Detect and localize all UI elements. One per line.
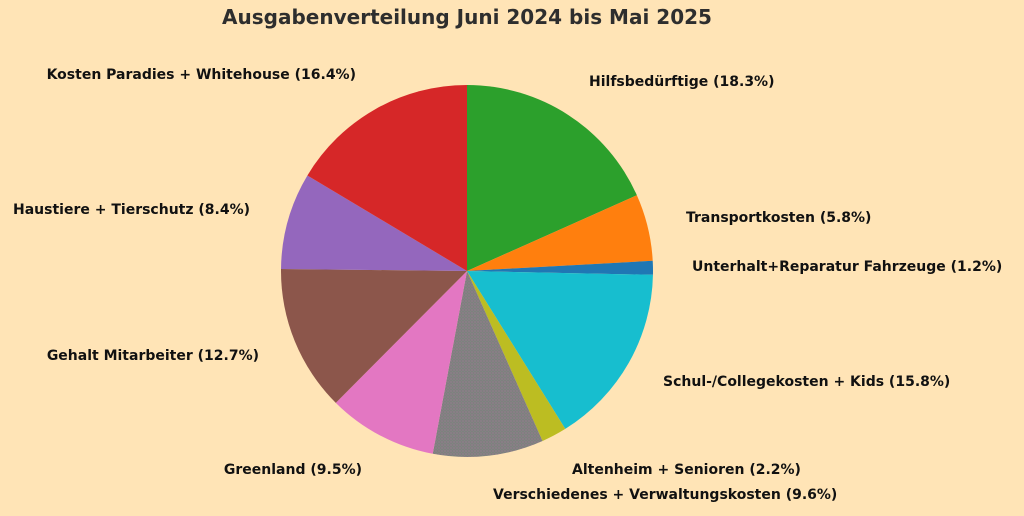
pie-slice-3: [467, 271, 653, 429]
pie-slices-group: [280, 85, 653, 458]
pie-slice-9: [307, 85, 467, 271]
pie-slice-4: [467, 271, 566, 441]
pie-slice-6: [335, 271, 467, 454]
pie-slice-7: [280, 268, 467, 403]
pie-slice-2: [467, 260, 653, 275]
pie-slice-0: [467, 85, 637, 271]
pie-slice-5: [432, 271, 543, 458]
pie-slice-8: [281, 175, 467, 271]
chart-title: Ausgabenverteilung Juni 2024 bis Mai 202…: [222, 5, 712, 29]
pie-slice-1: [467, 195, 653, 271]
